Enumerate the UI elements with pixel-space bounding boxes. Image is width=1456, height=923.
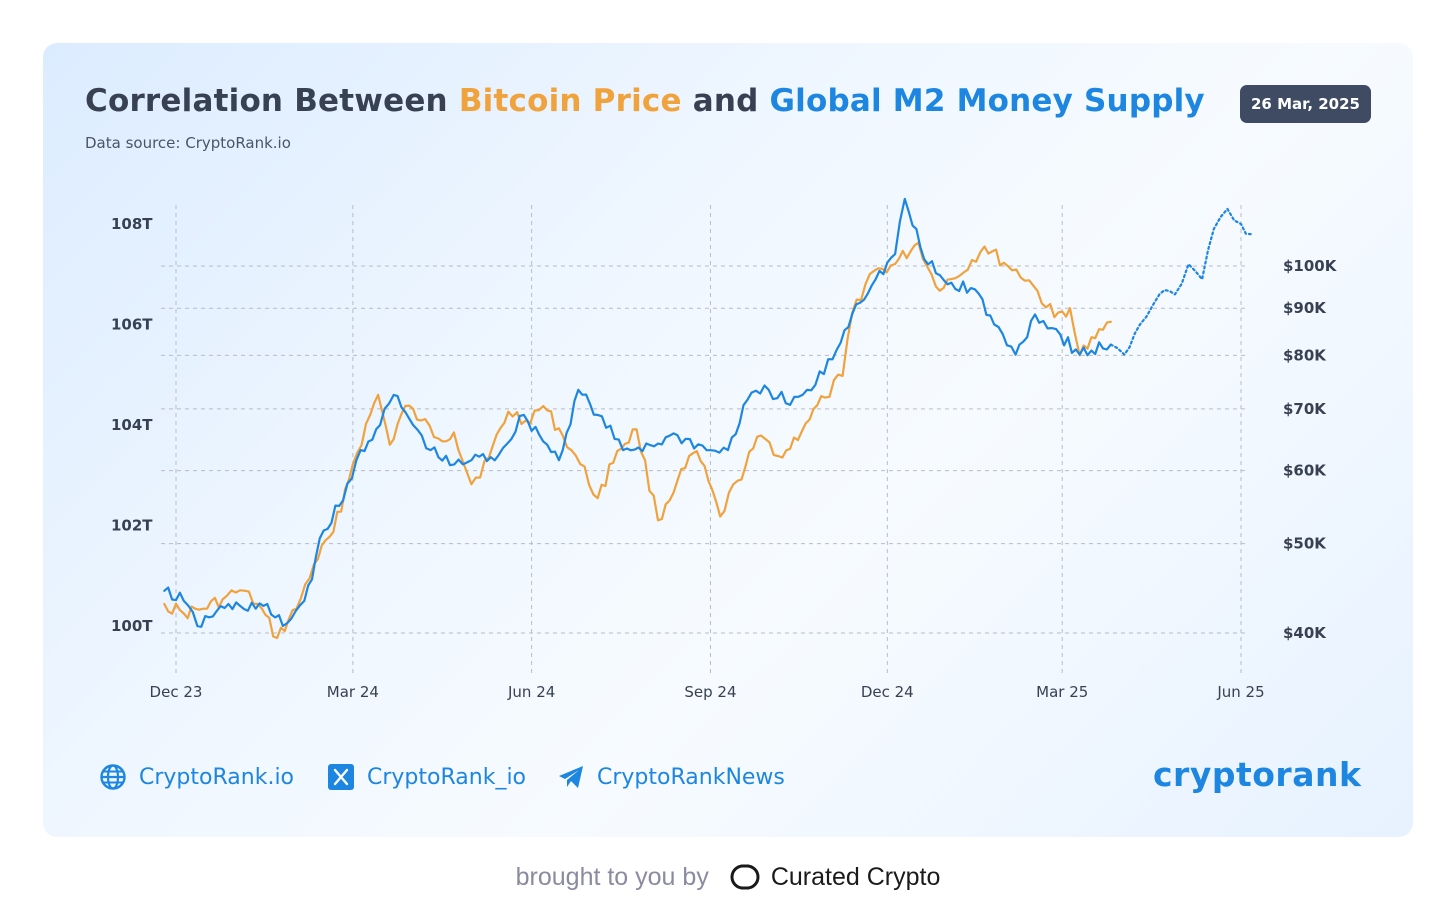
right-axis-tick-label: $100K — [1283, 257, 1338, 275]
footer-link-x[interactable]: CryptoRank_io — [327, 763, 526, 791]
credit-brand[interactable]: Curated Crypto — [770, 862, 941, 891]
right-axis-tick-label: $70K — [1283, 400, 1327, 418]
curated-crypto-logo-icon — [730, 864, 760, 890]
date-badge: 26 Mar, 2025 — [1240, 85, 1371, 123]
right-axis-ticks: $40K $50K $60K $70K $80K $90K $100K — [1283, 257, 1338, 642]
left-axis-tick-label: 104T — [111, 416, 153, 434]
right-axis-tick-label: $40K — [1283, 624, 1327, 642]
left-axis-tick-label: 106T — [111, 316, 153, 334]
x-axis-tick-label: Mar 24 — [327, 683, 379, 701]
bitcoin-price-line — [163, 241, 1112, 640]
chart-plot: 100T 102T 104T 106T 108T $40K $50K $60K $70K $80… — [111, 197, 1338, 701]
right-axis-tick-label: $80K — [1283, 346, 1327, 364]
left-axis-tick-label: 100T — [111, 617, 153, 635]
footer-link-website[interactable]: CryptoRank.io — [99, 763, 294, 791]
right-axis-tick-label: $50K — [1283, 535, 1327, 553]
credit-prefix: brought to you by — [515, 862, 709, 891]
right-axis-tick-label: $60K — [1283, 462, 1327, 480]
x-axis-ticks: Dec 23 Mar 24 Jun 24 Sep 24 Dec 24 Mar 25 Jun … — [150, 683, 1265, 701]
data-source-label: Data source: CryptoRank.io — [85, 134, 291, 152]
x-axis-tick-label: Jun 25 — [1216, 683, 1264, 701]
grid-layer — [161, 205, 1247, 673]
footer-link-x-label: CryptoRank_io — [367, 764, 527, 790]
series-layer — [163, 197, 1252, 640]
x-axis-tick-label: Jun 24 — [507, 683, 555, 701]
x-axis-tick-label: Dec 24 — [861, 683, 914, 701]
credit-bar: brought to you by Curated Crypto — [0, 862, 1456, 892]
title-prefix: Correlation Between — [85, 83, 448, 119]
footer-link-telegram-label: CryptoRankNews — [597, 764, 785, 790]
left-axis-tick-label: 102T — [111, 517, 153, 535]
x-icon — [328, 764, 354, 790]
footer-link-website-label: CryptoRank.io — [139, 764, 295, 790]
left-axis-tick-label: 108T — [111, 215, 153, 233]
x-axis-tick-label: Mar 25 — [1036, 683, 1088, 701]
globe-icon — [100, 764, 126, 790]
m2-projection-line — [1109, 207, 1252, 356]
chart-title: Correlation Between Bitcoin Price and Gl… — [85, 83, 1205, 119]
title-global-m2: Global M2 Money Supply — [769, 83, 1205, 119]
m2-supply-line — [163, 197, 1112, 628]
cryptorank-logo[interactable]: cryptorank — [1153, 755, 1362, 794]
title-mid: and — [692, 83, 759, 119]
right-axis-tick-label: $90K — [1283, 299, 1327, 317]
x-axis-tick-label: Dec 23 — [150, 683, 203, 701]
telegram-icon — [559, 766, 583, 788]
chart-card: Correlation Between Bitcoin Price and Gl… — [43, 43, 1413, 837]
x-axis-tick-label: Sep 24 — [684, 683, 736, 701]
title-bitcoin-price: Bitcoin Price — [458, 83, 682, 119]
footer-link-telegram[interactable]: CryptoRankNews — [557, 763, 785, 791]
left-axis-ticks: 100T 102T 104T 106T 108T — [111, 215, 153, 635]
